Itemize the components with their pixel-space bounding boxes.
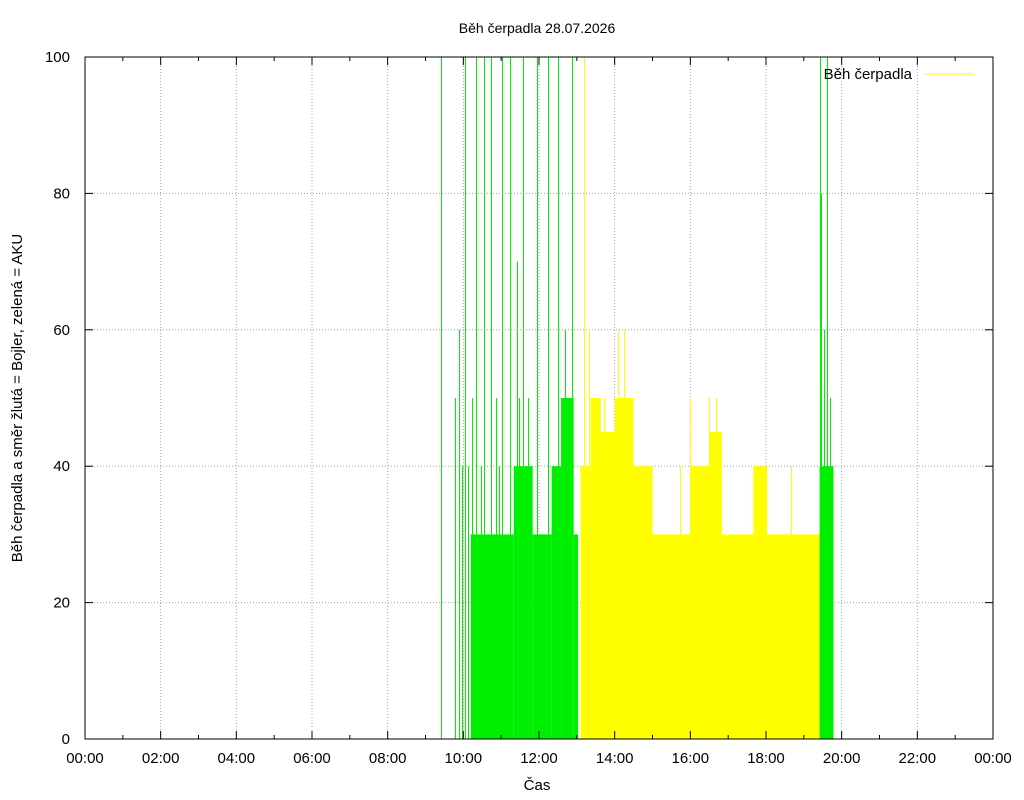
x-tick-label: 22:00: [899, 750, 937, 767]
y-tick-label: 40: [53, 458, 70, 475]
x-tick-label: 00:00: [974, 750, 1012, 767]
data-bar: [470, 534, 514, 739]
x-tick-label: 14:00: [596, 750, 634, 767]
data-bar: [561, 398, 574, 739]
data-bar: [580, 466, 591, 739]
data-bar: [702, 466, 710, 739]
x-tick-label: 18:00: [747, 750, 785, 767]
data-bar: [590, 398, 601, 739]
y-tick-label: 100: [45, 49, 70, 66]
data-bar: [677, 534, 691, 739]
data-bar: [721, 534, 754, 739]
y-tick-label: 20: [53, 595, 70, 612]
y-tick-label: 0: [62, 731, 70, 748]
x-tick-label: 20:00: [823, 750, 861, 767]
x-tick-label: 12:00: [520, 750, 558, 767]
plot-area: [441, 57, 834, 739]
x-axis-label: Čas: [524, 777, 551, 794]
chart-title: Běh čerpadla 28.07.2026: [459, 20, 616, 36]
data-bar: [690, 466, 703, 739]
x-tick-label: 08:00: [369, 750, 407, 767]
y-tick-label: 80: [53, 185, 70, 202]
legend: Běh čerpadla: [824, 66, 974, 83]
data-bar: [600, 432, 615, 739]
legend-label: Běh čerpadla: [824, 66, 913, 83]
data-bar: [766, 534, 820, 739]
axes: 00:00 02:00 04:00 06:00 08:00 10:00 12:00 14:00…: [45, 49, 1012, 767]
data-bar: [709, 432, 722, 739]
y-axis-label: Běh čerpadla a směr žlutá = Bojler, zele…: [9, 234, 26, 563]
x-tick-label: 06:00: [293, 750, 331, 767]
series-aku: [441, 57, 834, 739]
x-tick-label: 02:00: [142, 750, 180, 767]
data-bar: [573, 534, 579, 739]
x-tick-label: 04:00: [218, 750, 256, 767]
series-b-h-erpadla: [580, 57, 820, 739]
data-bar: [551, 466, 562, 739]
data-bar: [652, 534, 678, 739]
x-tick-label: 10:00: [445, 750, 483, 767]
x-tick-label: 16:00: [672, 750, 710, 767]
data-bar: [633, 466, 653, 739]
data-bar: [753, 466, 766, 739]
y-tick-label: 60: [53, 322, 70, 339]
x-tick-label: 00:00: [66, 750, 104, 767]
